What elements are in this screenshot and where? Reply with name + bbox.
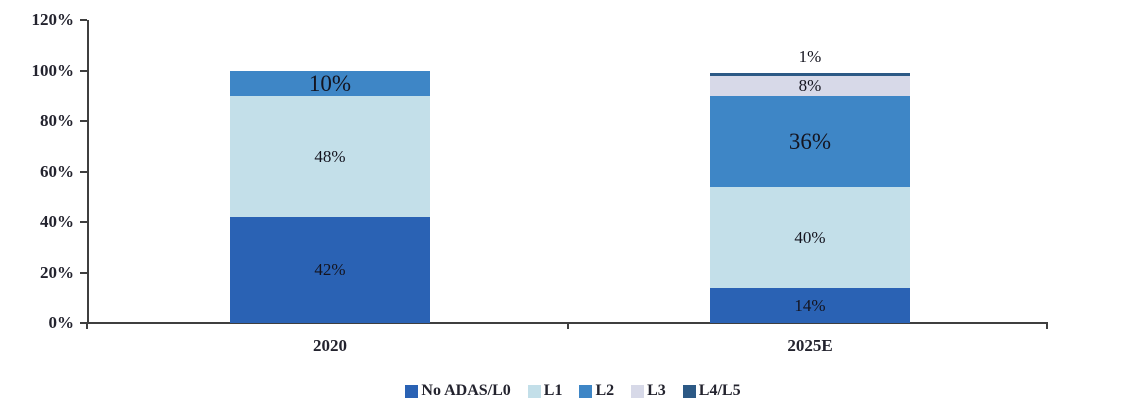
segment-value-label: 8% bbox=[798, 76, 822, 96]
legend-swatch-icon bbox=[682, 384, 696, 398]
segment-l2: 10% bbox=[230, 70, 430, 96]
legend-swatch-icon bbox=[405, 384, 419, 398]
legend-label: L2 bbox=[595, 382, 615, 399]
legend-label: L3 bbox=[647, 382, 666, 399]
y-tick-label: 20% bbox=[40, 262, 74, 282]
outside-value-label: 1% bbox=[798, 47, 822, 67]
segment-value-label: 40% bbox=[794, 227, 826, 247]
segment-l1: 48% bbox=[230, 95, 430, 217]
x-tick-mark bbox=[1046, 322, 1048, 329]
y-tick-mark bbox=[80, 69, 87, 72]
segment-noadasl0: 14% bbox=[710, 287, 910, 323]
segment-value-label: 36% bbox=[788, 128, 832, 154]
segment-l4l5 bbox=[710, 73, 910, 76]
legend-item-l3: L3 bbox=[631, 383, 666, 399]
legend-swatch-icon bbox=[579, 384, 593, 398]
segment-l2: 36% bbox=[710, 95, 910, 187]
segment-noadasl0: 42% bbox=[230, 216, 430, 323]
y-tick-mark bbox=[80, 170, 87, 173]
legend-item-noadasl0: No ADAS/L0 bbox=[405, 382, 511, 399]
legend-label: L4/L5 bbox=[698, 382, 741, 399]
y-tick-mark bbox=[80, 322, 87, 324]
segment-value-label: 42% bbox=[314, 260, 346, 280]
segment-l3: 8% bbox=[710, 75, 910, 96]
y-tick-label: 0% bbox=[48, 313, 75, 332]
legend-item-l2: L2 bbox=[579, 383, 614, 399]
y-tick-label: 80% bbox=[40, 111, 74, 130]
y-axis-line bbox=[87, 20, 89, 323]
legend: No ADAS/L0 L1 L2 L3 L4/L5 bbox=[0, 383, 1146, 399]
legend-swatch-icon bbox=[631, 384, 645, 398]
y-tick-label: 120% bbox=[31, 10, 75, 29]
x-category-label-2025E: 2025E bbox=[787, 336, 833, 355]
y-tick-mark bbox=[80, 120, 87, 122]
x-axis-line bbox=[80, 322, 1047, 324]
y-tick-mark bbox=[80, 221, 87, 223]
legend-item-l4l5: L4/L5 bbox=[682, 382, 741, 399]
segment-value-label: 14% bbox=[794, 295, 826, 315]
legend-label: L1 bbox=[543, 382, 563, 399]
stacked-bar-2020: 10% 48% 42% bbox=[230, 70, 430, 324]
x-tick-mark bbox=[86, 322, 88, 329]
y-tick-mark bbox=[80, 271, 87, 274]
y-tick-label: 40% bbox=[40, 212, 74, 231]
segment-value-label: 48% bbox=[314, 146, 346, 166]
stacked-bar-2025E: 8% 36% 40% 14% bbox=[710, 73, 910, 323]
legend-label: No ADAS/L0 bbox=[421, 382, 511, 399]
x-tick-mark bbox=[567, 322, 569, 329]
y-tick-mark bbox=[80, 19, 87, 21]
legend-item-l1: L1 bbox=[527, 382, 563, 399]
x-category-label-2020: 2020 bbox=[313, 336, 347, 355]
y-tick-label: 60% bbox=[40, 161, 74, 181]
segment-l1: 40% bbox=[710, 186, 910, 288]
segment-value-label: 10% bbox=[308, 70, 352, 96]
y-tick-label: 100% bbox=[31, 60, 75, 80]
legend-swatch-icon bbox=[527, 384, 541, 398]
